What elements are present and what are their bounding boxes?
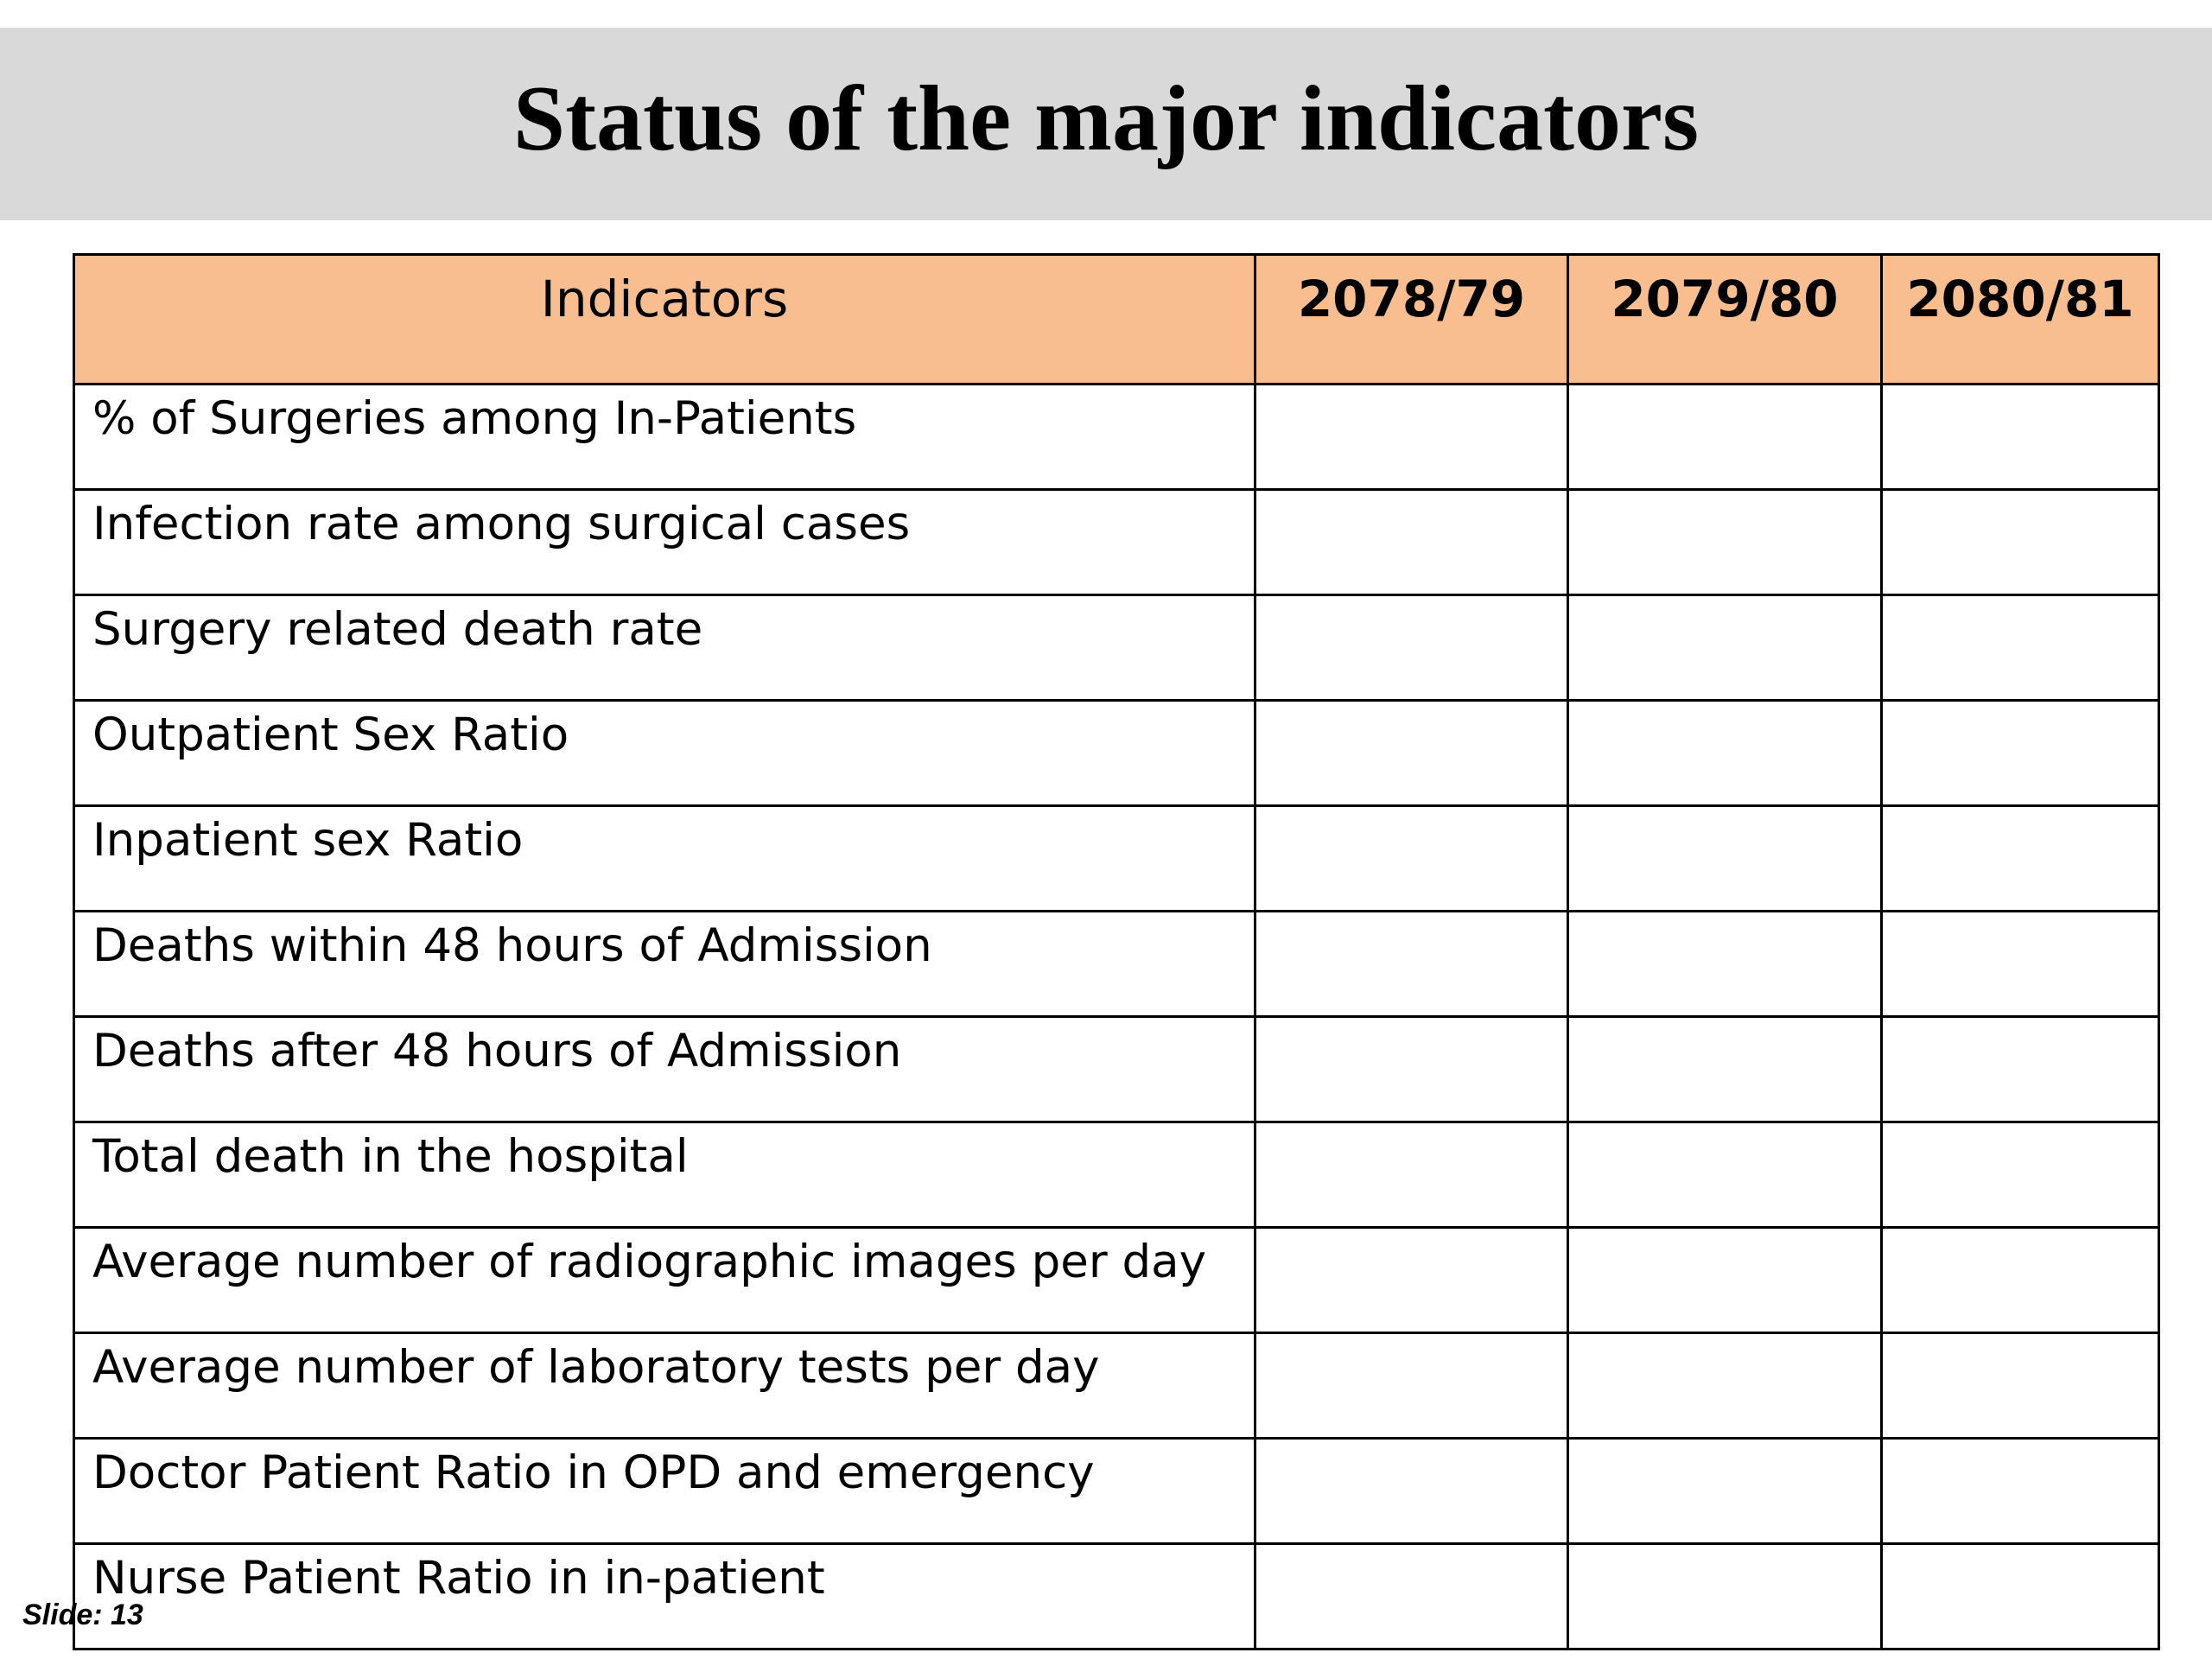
table-row: Nurse Patient Ratio in in-patient (73, 1542, 2160, 1650)
indicators-table-container: Indicators 2078/79 2079/80 2080/81 % of … (73, 253, 2160, 1650)
value-cell (1880, 699, 2160, 807)
value-cell (1880, 1542, 2160, 1650)
value-cell (1567, 1332, 1883, 1440)
table-header-row: Indicators 2078/79 2079/80 2080/81 (73, 253, 2160, 385)
value-cell (1880, 594, 2160, 702)
table-row: Deaths within 48 hours of Admission (73, 910, 2160, 1018)
header-year-2080-81: 2080/81 (1880, 253, 2160, 385)
indicator-label: Surgery related death rate (73, 594, 1256, 702)
header-indicators: Indicators (73, 253, 1256, 385)
value-cell (1254, 488, 1569, 596)
value-cell (1254, 910, 1569, 1018)
indicator-label: Deaths within 48 hours of Admission (73, 910, 1256, 1018)
value-cell (1880, 804, 2160, 912)
value-cell (1254, 1332, 1569, 1440)
indicator-label: Infection rate among surgical cases (73, 488, 1256, 596)
value-cell (1254, 804, 1569, 912)
value-cell (1880, 1015, 2160, 1123)
title-bar: Status of the major indicators (0, 28, 2212, 220)
indicator-label: Nurse Patient Ratio in in-patient (73, 1542, 1256, 1650)
indicator-label: Average number of laboratory tests per d… (73, 1332, 1256, 1440)
table-row: Outpatient Sex Ratio (73, 699, 2160, 807)
indicator-label: Doctor Patient Ratio in OPD and emergenc… (73, 1437, 1256, 1545)
table-row: Inpatient sex Ratio (73, 804, 2160, 912)
table-row: Infection rate among surgical cases (73, 488, 2160, 596)
value-cell (1880, 1226, 2160, 1334)
value-cell (1880, 910, 2160, 1018)
value-cell (1567, 910, 1883, 1018)
value-cell (1880, 383, 2160, 491)
value-cell (1254, 1121, 1569, 1229)
indicator-label: Total death in the hospital (73, 1121, 1256, 1229)
indicator-label: Deaths after 48 hours of Admission (73, 1015, 1256, 1123)
indicator-label: Average number of radiographic images pe… (73, 1226, 1256, 1334)
value-cell (1567, 1542, 1883, 1650)
table-row: Surgery related death rate (73, 594, 2160, 702)
value-cell (1880, 1437, 2160, 1545)
value-cell (1567, 1437, 1883, 1545)
slide-title: Status of the major indicators (513, 67, 1699, 170)
indicator-label: % of Surgeries among In-Patients (73, 383, 1256, 491)
value-cell (1567, 804, 1883, 912)
value-cell (1254, 1542, 1569, 1650)
table-row: % of Surgeries among In-Patients (73, 383, 2160, 491)
table-row: Average number of radiographic images pe… (73, 1226, 2160, 1334)
value-cell (1880, 488, 2160, 596)
value-cell (1254, 383, 1569, 491)
value-cell (1254, 594, 1569, 702)
value-cell (1567, 488, 1883, 596)
indicator-label: Inpatient sex Ratio (73, 804, 1256, 912)
value-cell (1254, 1015, 1569, 1123)
table-row: Total death in the hospital (73, 1121, 2160, 1229)
value-cell (1567, 383, 1883, 491)
value-cell (1254, 1226, 1569, 1334)
value-cell (1567, 1226, 1883, 1334)
indicator-label: Outpatient Sex Ratio (73, 699, 1256, 807)
slide-number: Slide: 13 (22, 1599, 143, 1631)
header-year-2078-79: 2078/79 (1254, 253, 1569, 385)
value-cell (1567, 699, 1883, 807)
table-row: Doctor Patient Ratio in OPD and emergenc… (73, 1437, 2160, 1545)
table-row: Deaths after 48 hours of Admission (73, 1015, 2160, 1123)
table-row: Average number of laboratory tests per d… (73, 1332, 2160, 1440)
value-cell (1567, 1015, 1883, 1123)
header-year-2079-80: 2079/80 (1567, 253, 1883, 385)
value-cell (1567, 1121, 1883, 1229)
value-cell (1254, 699, 1569, 807)
indicators-table: Indicators 2078/79 2079/80 2080/81 % of … (73, 253, 2160, 1650)
value-cell (1880, 1332, 2160, 1440)
value-cell (1254, 1437, 1569, 1545)
value-cell (1880, 1121, 2160, 1229)
value-cell (1567, 594, 1883, 702)
